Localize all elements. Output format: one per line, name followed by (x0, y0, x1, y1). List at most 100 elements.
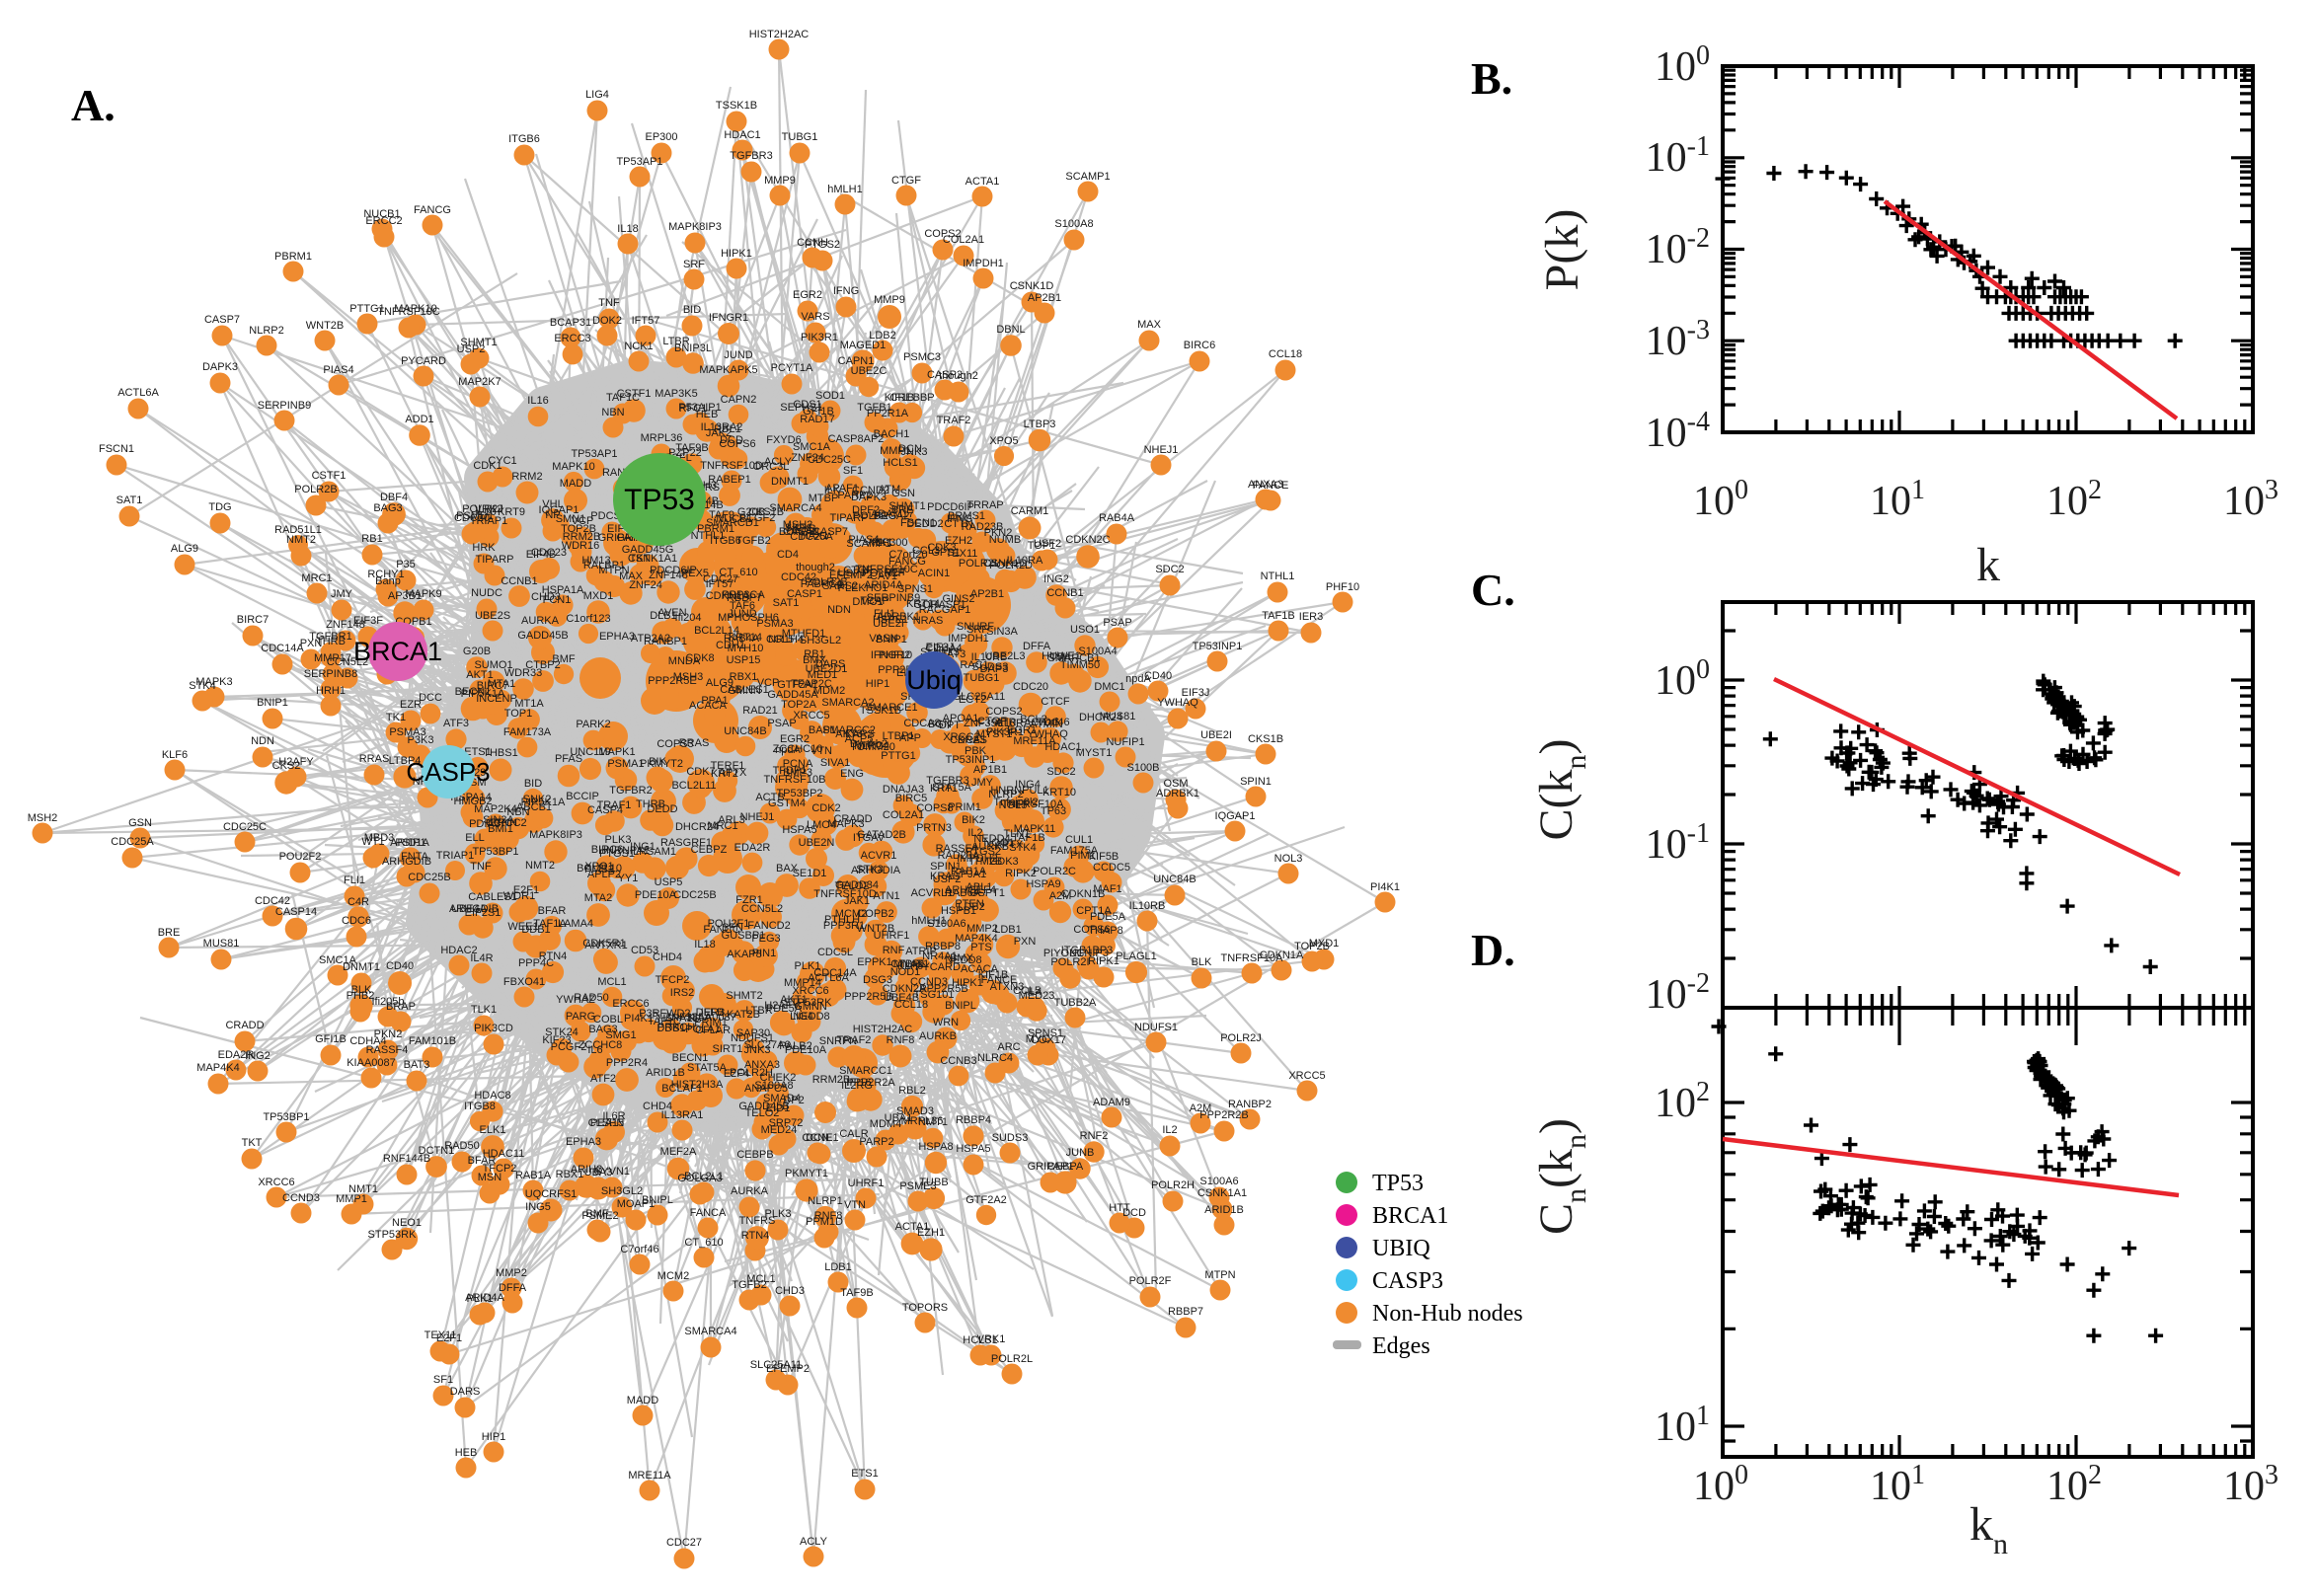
svg-text:IER3: IER3 (1299, 611, 1323, 623)
svg-text:CSNK1D: CSNK1D (1010, 280, 1054, 292)
svg-text:ACACA: ACACA (961, 963, 999, 975)
svg-text:TFDP1: TFDP1 (773, 765, 808, 777)
svg-text:PSMA3: PSMA3 (756, 618, 793, 630)
svg-text:PTEN: PTEN (955, 898, 983, 910)
svg-text:TGFB2: TGFB2 (732, 1279, 766, 1291)
svg-text:PRIM1: PRIM1 (694, 1017, 728, 1028)
svg-text:VTN: VTN (811, 745, 832, 757)
svg-text:NUMB: NUMB (989, 534, 1021, 546)
svg-text:PBRM1: PBRM1 (274, 251, 312, 263)
svg-text:PJA1: PJA1 (961, 869, 986, 880)
svg-text:AVEN: AVEN (657, 607, 686, 619)
svg-text:though2: though2 (939, 370, 978, 382)
svg-text:TP53BP1: TP53BP1 (472, 846, 518, 858)
svg-text:POLR2B: POLR2B (294, 484, 337, 495)
svg-text:THBS1: THBS1 (483, 747, 517, 759)
svg-text:RFC1: RFC1 (679, 403, 708, 415)
svg-text:PTS: PTS (970, 942, 991, 953)
svg-text:VRK1: VRK1 (865, 537, 893, 549)
svg-text:AP2B1: AP2B1 (1028, 292, 1061, 304)
svg-text:NMT2: NMT2 (525, 860, 555, 872)
svg-text:EP300: EP300 (875, 537, 907, 549)
svg-text:USP7: USP7 (838, 568, 867, 579)
svg-text:POLR2L: POLR2L (959, 558, 1000, 570)
svg-text:HIST2H3A: HIST2H3A (671, 1079, 724, 1091)
svg-text:DBNL: DBNL (996, 324, 1025, 336)
svg-text:KIF1B: KIF1B (978, 969, 1009, 981)
svg-text:FANCE: FANCE (981, 974, 1018, 986)
svg-text:POLR2C: POLR2C (1033, 866, 1076, 877)
svg-text:OSM: OSM (1163, 778, 1188, 790)
svg-text:UNC84B: UNC84B (1153, 874, 1196, 885)
svg-text:IL18: IL18 (694, 939, 715, 950)
svg-text:BRCA1: BRCA1 (1372, 1203, 1448, 1229)
svg-text:TDG: TDG (1037, 717, 1059, 728)
svg-text:SDC2: SDC2 (1155, 564, 1184, 575)
svg-text:ARID4A: ARID4A (864, 579, 903, 591)
svg-text:NMT1: NMT1 (348, 1183, 378, 1195)
svg-text:CASA1: CASA1 (783, 526, 818, 538)
svg-text:MTA2: MTA2 (584, 892, 613, 904)
svg-text:KLF6: KLF6 (162, 749, 188, 761)
svg-text:A2M: A2M (1190, 1102, 1212, 1114)
svg-text:CAV1: CAV1 (870, 570, 897, 582)
svg-text:CASP14: CASP14 (275, 906, 317, 918)
svg-text:SMARCA4: SMARCA4 (684, 1326, 736, 1337)
svg-text:AURKB: AURKB (919, 1030, 957, 1042)
svg-text:GMNN: GMNN (794, 1001, 827, 1013)
svg-text:IL13RA2: IL13RA2 (701, 421, 743, 433)
svg-text:NBN: NBN (601, 407, 624, 418)
svg-text:hMLH1: hMLH1 (827, 184, 862, 195)
svg-text:MCL1: MCL1 (597, 976, 626, 988)
svg-text:ATN1: ATN1 (873, 890, 899, 902)
svg-text:SRF: SRF (966, 624, 988, 636)
svg-text:HIPK1: HIPK1 (721, 248, 752, 260)
svg-text:PPP2R2B: PPP2R2B (1199, 1109, 1249, 1121)
svg-text:MOAP1: MOAP1 (617, 1198, 656, 1210)
svg-text:TKT: TKT (242, 1137, 263, 1149)
svg-text:EGR1: EGR1 (1007, 724, 1037, 736)
svg-text:GATAD2B: GATAD2B (857, 829, 906, 841)
svg-text:UBA3: UBA3 (584, 1167, 613, 1178)
svg-text:TUBG1: TUBG1 (782, 131, 818, 143)
svg-text:POLR2H: POLR2H (730, 1067, 773, 1079)
svg-text:THRB: THRB (316, 636, 346, 647)
svg-text:MXD1: MXD1 (1309, 938, 1340, 950)
svg-text:SHMT2: SHMT2 (726, 990, 762, 1002)
svg-text:LTBP4: LTBP4 (389, 755, 422, 767)
svg-text:AP2B1: AP2B1 (970, 588, 1004, 600)
svg-text:HIP1: HIP1 (866, 678, 889, 690)
svg-text:SIN3A: SIN3A (483, 814, 514, 826)
svg-text:CDH1: CDH1 (716, 640, 745, 651)
svg-text:UBE2C: UBE2C (851, 365, 888, 377)
svg-text:SNURF: SNURF (957, 621, 994, 633)
svg-text:MAPKAPK5: MAPKAPK5 (699, 364, 757, 376)
svg-text:KRT14: KRT14 (729, 632, 762, 644)
svg-text:HCLS1: HCLS1 (963, 1334, 997, 1346)
svg-text:SPNS1: SPNS1 (897, 583, 933, 595)
svg-text:MAX: MAX (1137, 319, 1162, 331)
svg-text:RTN4: RTN4 (741, 1230, 770, 1242)
svg-text:MNDA: MNDA (668, 655, 701, 667)
svg-text:SUDS3: SUDS3 (992, 1132, 1029, 1144)
svg-text:PSME2: PSME2 (581, 1210, 618, 1222)
svg-text:G20B: G20B (737, 506, 765, 518)
svg-text:JNK3: JNK3 (901, 446, 928, 458)
svg-text:LMO4: LMO4 (807, 819, 836, 831)
svg-text:PIK3R1: PIK3R1 (801, 332, 838, 343)
svg-text:NLRC4: NLRC4 (854, 740, 889, 752)
svg-text:ERCC6: ERCC6 (612, 998, 649, 1010)
svg-text:IFNG: IFNG (947, 513, 972, 525)
svg-text:TEX11: TEX11 (425, 1330, 457, 1341)
svg-text:SERPINB9: SERPINB9 (867, 592, 920, 604)
svg-text:COBL: COBL (593, 1014, 623, 1026)
svg-text:TNF: TNF (598, 297, 620, 309)
svg-text:TP53: TP53 (624, 484, 695, 516)
svg-text:IL10RB: IL10RB (971, 651, 1008, 663)
svg-text:ZNF24: ZNF24 (791, 452, 824, 464)
svg-text:ITGB8: ITGB8 (464, 1101, 496, 1112)
svg-text:IMPDH1: IMPDH1 (963, 258, 1004, 269)
svg-text:LTBR: LTBR (662, 336, 689, 347)
svg-text:NEDD4: NEDD4 (973, 833, 1010, 845)
svg-text:NMT1: NMT1 (918, 1116, 948, 1128)
